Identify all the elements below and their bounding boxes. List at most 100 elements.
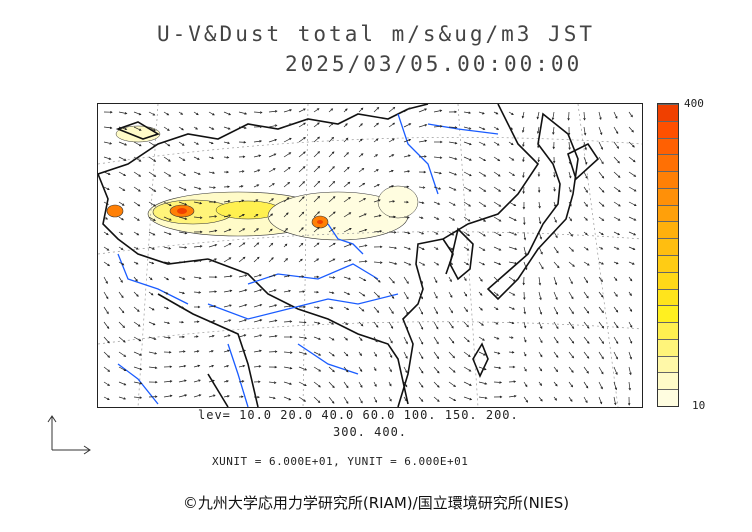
wind-arrow-head <box>318 353 322 356</box>
wind-arrow-head <box>284 243 288 247</box>
wind-arrow-head <box>228 112 232 116</box>
wind-arrow-head <box>213 304 217 308</box>
wind-arrow-head <box>376 106 380 110</box>
wind-arrow-head <box>569 189 572 193</box>
wind-arrow-head <box>600 147 603 150</box>
wind-arrow-head <box>539 312 543 315</box>
wind-arrow-head <box>378 279 381 283</box>
wind-arrow <box>388 122 395 128</box>
wind-arrow <box>193 216 202 219</box>
wind-arrow <box>163 276 169 280</box>
wind-arrow <box>523 186 525 194</box>
wind-arrow <box>343 181 350 188</box>
wind-arrow <box>238 242 246 248</box>
wind-arrow-head <box>617 232 621 236</box>
wind-arrow <box>118 141 127 146</box>
wind-arrow-head <box>584 147 587 151</box>
wind-arrow-head <box>554 282 558 286</box>
wind-arrow-head <box>196 350 200 353</box>
wind-arrow <box>613 171 621 178</box>
wind-arrow <box>208 380 215 383</box>
wind-arrow-head <box>257 169 261 172</box>
wind-arrow-head <box>289 366 293 370</box>
wind-arrow-head <box>345 123 348 126</box>
wind-arrow <box>328 366 335 373</box>
wind-arrow <box>493 186 501 192</box>
wind-arrow <box>538 291 542 300</box>
wind-arrow <box>598 126 603 135</box>
wind-arrow <box>418 336 424 345</box>
wind-arrow-head <box>182 350 186 353</box>
wind-arrow <box>298 366 307 371</box>
wind-arrow <box>103 306 109 314</box>
wind-arrow-head <box>615 341 619 345</box>
wind-arrow-head <box>259 111 263 114</box>
wind-arrow <box>583 141 587 150</box>
wind-arrow <box>493 141 500 146</box>
wind-arrow-head <box>540 251 543 255</box>
wind-arrow-head <box>182 158 186 161</box>
colorbar-segment <box>658 221 678 239</box>
wind-arrow <box>163 261 170 264</box>
wind-arrow <box>598 276 603 282</box>
wind-arrow-head <box>454 126 458 129</box>
wind-arrow-head <box>360 323 364 327</box>
wind-arrow-head <box>555 297 558 301</box>
wind-arrow-head <box>107 263 110 267</box>
wind-arrow-head <box>450 262 454 265</box>
wind-arrow-head <box>244 274 248 277</box>
wind-arrow <box>148 201 156 207</box>
wind-arrow <box>463 171 472 177</box>
wind-arrow-head <box>289 335 293 339</box>
wind-arrow-head <box>181 127 184 131</box>
wind-arrow <box>253 289 262 293</box>
wind-arrow <box>118 111 127 114</box>
wind-arrow-head <box>244 126 247 130</box>
wind-arrow-head <box>467 233 470 237</box>
wind-arrow-head <box>259 274 262 277</box>
wind-arrow <box>478 186 486 192</box>
wind-arrow-head <box>406 312 409 315</box>
wind-arrow <box>328 321 334 325</box>
wind-arrow-head <box>105 217 109 220</box>
wind-arrow-head <box>393 231 397 234</box>
wind-arrow <box>103 276 108 284</box>
wind-arrow <box>538 231 542 240</box>
wind-arrow <box>193 394 201 398</box>
wind-arrow-head <box>274 124 278 127</box>
wind-arrow-head <box>469 173 472 177</box>
wind-arrow <box>283 290 291 293</box>
wind-arrow-head <box>359 338 363 342</box>
wind-arrow <box>208 244 217 248</box>
wind-arrow <box>553 291 558 300</box>
wind-arrow <box>522 111 525 118</box>
wind-arrow-head <box>228 319 232 322</box>
wind-arrow-head <box>289 109 293 112</box>
wind-arrow <box>238 170 244 173</box>
wind-arrow-head <box>227 199 231 203</box>
wind-arrow-head <box>469 142 472 146</box>
wind-arrow <box>238 111 247 115</box>
wind-arrow <box>193 350 199 353</box>
wind-arrow <box>463 396 472 400</box>
wind-arrow-head <box>154 366 158 370</box>
wind-arrow-head <box>482 127 486 130</box>
wind-arrow <box>538 336 543 343</box>
wind-arrow-head <box>123 158 127 161</box>
wind-arrow-head <box>285 258 289 261</box>
wind-arrow-head <box>615 116 618 119</box>
wind-arrow <box>598 141 603 150</box>
wind-arrow-head <box>124 112 128 115</box>
wind-arrow <box>358 183 365 188</box>
wind-arrow-head <box>241 199 245 203</box>
wind-arrow <box>433 201 440 205</box>
wind-arrow-head <box>317 321 321 325</box>
wind-arrow-head <box>211 364 215 368</box>
wind-arrow-head <box>554 220 557 223</box>
wind-arrow <box>268 153 276 158</box>
wind-arrow <box>583 381 589 389</box>
wind-arrow-head <box>522 206 526 210</box>
wind-arrow-head <box>392 122 396 126</box>
wind-arrow-head <box>274 319 278 322</box>
wind-arrow <box>493 306 499 310</box>
